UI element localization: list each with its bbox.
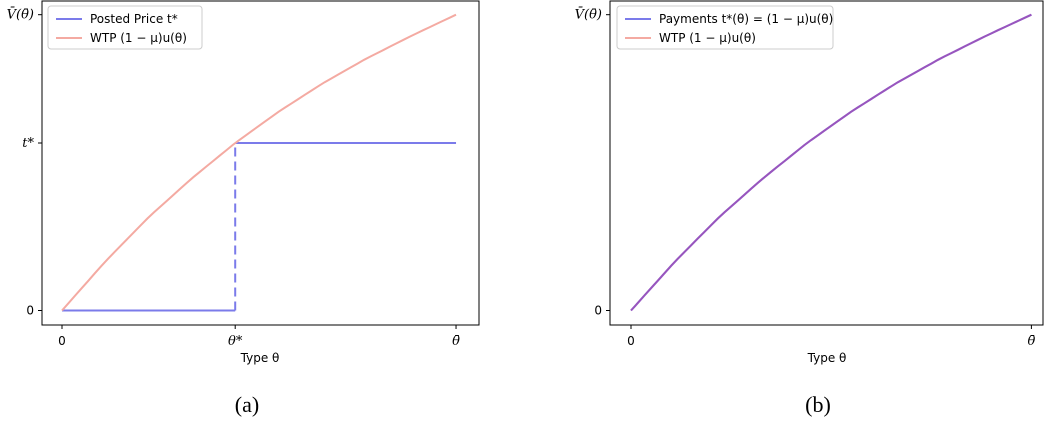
series-1-b-line: [630, 13, 1032, 312]
chart-panel-b: 0 θ̄ 0 V̄(θ̄) Payments t*(θ) = (1 − μ)u(θ) W…: [575, 0, 1044, 417]
panel-label-a: (a): [235, 392, 259, 417]
legend-label-2-a: WTP (1 − μ)u(θ): [90, 31, 187, 45]
x-tick-label-2-a: θ*: [228, 334, 243, 349]
y-tick-label-1-a: 0: [26, 304, 34, 318]
axis-ticks-a: 0 θ* θ̄ 0 t* V̄(θ̄): [7, 6, 460, 349]
x-tick-label-1-b: 0: [627, 334, 635, 348]
x-axis-label-b: Type θ: [807, 351, 847, 365]
series-2-b-line: [630, 13, 1032, 312]
plot-frame-a: [41, 0, 480, 326]
x-tick-label-1-a: 0: [58, 334, 66, 348]
axis-ticks-b: 0 θ̄ 0 V̄(θ̄): [575, 6, 1036, 349]
y-tick-label-2-b: V̄(θ̄): [575, 6, 602, 22]
legend-a: Posted Price t* WTP (1 − μ)u(θ): [47, 5, 203, 50]
legend-label-1-a: Posted Price t*: [90, 12, 178, 26]
x-tick-label-3-a: θ̄: [452, 334, 460, 349]
y-tick-label-2-a: t*: [22, 136, 34, 151]
legend-b: Payments t*(θ) = (1 − μ)u(θ) WTP (1 − μ)u…: [616, 5, 834, 50]
plot-frame-b: [609, 0, 1044, 326]
plot-marks-a: [61, 13, 457, 312]
legend-box-b: [616, 5, 834, 50]
series-2-a-line: [61, 13, 457, 312]
y-tick-label-3-a: V̄(θ̄): [7, 6, 34, 22]
x-tick-label-2-b: θ̄: [1027, 334, 1035, 349]
plot-marks-b: [630, 13, 1032, 312]
y-tick-label-1-b: 0: [594, 304, 602, 318]
legend-label-2-b: WTP (1 − μ)u(θ): [659, 31, 756, 45]
x-axis-label-a: Type θ: [240, 351, 280, 365]
legend-label-1-b: Payments t*(θ) = (1 − μ)u(θ): [659, 12, 833, 26]
legend-box-a: [47, 5, 203, 50]
panel-label-b: (b): [805, 392, 831, 417]
chart-panel-a: 0 θ* θ̄ 0 t* V̄(θ̄) Posted Price t* WTP (1 − μ…: [7, 0, 480, 417]
